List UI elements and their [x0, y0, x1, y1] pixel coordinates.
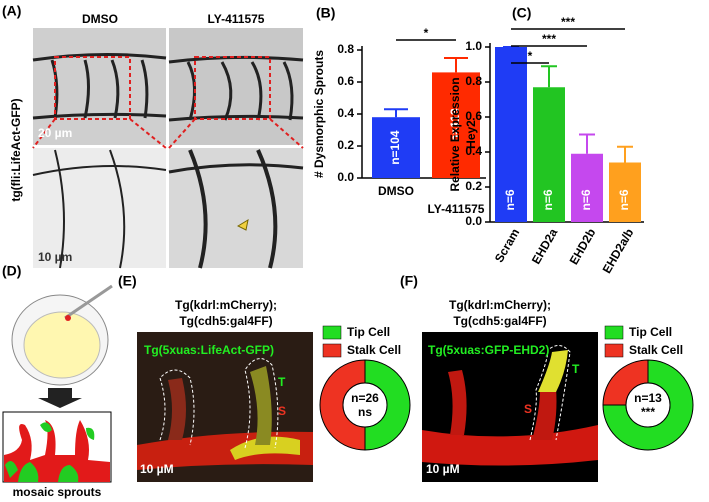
y-axis-label: Relative Expression: [448, 77, 462, 191]
legend-label: Tip Cell: [347, 325, 390, 339]
legend-label: Tip Cell: [629, 325, 672, 339]
x-tick-label: EHD2a/b: [600, 226, 637, 276]
bar-label: n=6: [617, 189, 631, 210]
row-label: tg(fli:LifeAct-GFP): [9, 98, 23, 201]
y-axis-label: Hey2: [464, 120, 478, 149]
panel-label: (C): [512, 5, 531, 21]
bar-label: n=6: [503, 189, 517, 210]
bar-label: n=113: [448, 108, 462, 142]
panel-label: (F): [400, 273, 418, 289]
scale-label: 20 µm: [38, 126, 72, 140]
y-tick-label: 0.6: [337, 74, 354, 88]
center-label: n=26: [351, 391, 379, 405]
significance-label: ***: [561, 15, 575, 29]
y-axis-label: # Dysmorphic Sprouts: [312, 50, 326, 178]
y-tick-label: 0.0: [337, 170, 354, 184]
donut-hole: [625, 382, 671, 428]
y-tick-label: 0.2: [337, 138, 354, 152]
stalk-label: S: [524, 402, 532, 416]
error-bar: [444, 57, 468, 73]
legend-label: Stalk Cell: [629, 343, 683, 357]
legend-swatch: [604, 343, 624, 358]
bar: [533, 87, 565, 222]
error-bar: [579, 133, 595, 154]
title: Tg(cdh5:gal4FF): [179, 314, 272, 328]
image-label: Tg(5xuas:LifeAct-GFP): [144, 343, 274, 357]
micrograph: [137, 332, 313, 482]
bar: [571, 153, 603, 222]
bar-label: n=6: [541, 189, 555, 210]
center-label: ***: [641, 405, 655, 419]
scale-label: 10 µM: [426, 462, 460, 476]
error-bar: [617, 145, 633, 163]
y-tick-label: 0.4: [465, 144, 482, 158]
legend-swatch: [604, 325, 624, 340]
center-label: n=13: [634, 391, 662, 405]
bar: [495, 47, 527, 222]
legend-swatch: [322, 325, 342, 340]
legend-label: Stalk Cell: [347, 343, 401, 357]
micrographs: [32, 28, 304, 269]
column-label: LY-411575: [208, 12, 265, 26]
tip-label: T: [572, 362, 580, 376]
significance-label: *: [528, 49, 533, 63]
y-tick-label: 0.6: [465, 109, 482, 123]
bar-label: n=6: [579, 189, 593, 210]
error-bar: [541, 65, 557, 88]
bar: [609, 162, 641, 222]
y-tick-label: 0.8: [337, 42, 354, 56]
panel-label: (A): [2, 3, 21, 19]
panel-label: (D): [2, 263, 21, 279]
error-bar: [384, 108, 408, 118]
panel-label: (B): [316, 5, 335, 21]
y-tick-label: 0.8: [465, 74, 482, 88]
micrograph: [422, 332, 598, 482]
bar-label: n=104: [388, 130, 402, 165]
tip-label: T: [278, 375, 286, 389]
x-tick-label: EHD2b: [567, 226, 599, 267]
center-label: ns: [358, 405, 372, 419]
y-tick-label: 1.0: [465, 39, 482, 53]
significance-label: ***: [542, 32, 556, 46]
image-label: Tg(5xuas:GFP-EHD2): [428, 343, 549, 357]
y-tick-label: 0.2: [465, 179, 482, 193]
x-tick-label: EHD2a: [529, 226, 561, 267]
panel-label: (E): [118, 273, 137, 289]
title: Tg(cdh5:gal4FF): [453, 314, 546, 328]
x-tick-label: DMSO: [378, 184, 414, 198]
caption: mosaic sprouts: [13, 485, 102, 499]
bar: [372, 117, 420, 178]
significance-label: *: [424, 26, 429, 40]
bar: [432, 72, 480, 178]
title: Tg(kdrl:mCherry);: [175, 298, 277, 312]
x-tick-label: LY-411575: [428, 202, 485, 216]
scale-label: 10 µm: [38, 250, 72, 264]
y-tick-label: 0.4: [337, 106, 354, 120]
legend-swatch: [322, 343, 342, 358]
x-tick-label: Scram: [492, 226, 522, 265]
scale-label: 10 µM: [140, 462, 174, 476]
title: Tg(kdrl:mCherry);: [449, 298, 551, 312]
schematic: [2, 284, 113, 483]
column-label: DMSO: [82, 12, 118, 26]
stalk-label: S: [278, 404, 286, 418]
y-tick-label: 0.0: [465, 214, 482, 228]
donut-hole: [342, 382, 388, 428]
